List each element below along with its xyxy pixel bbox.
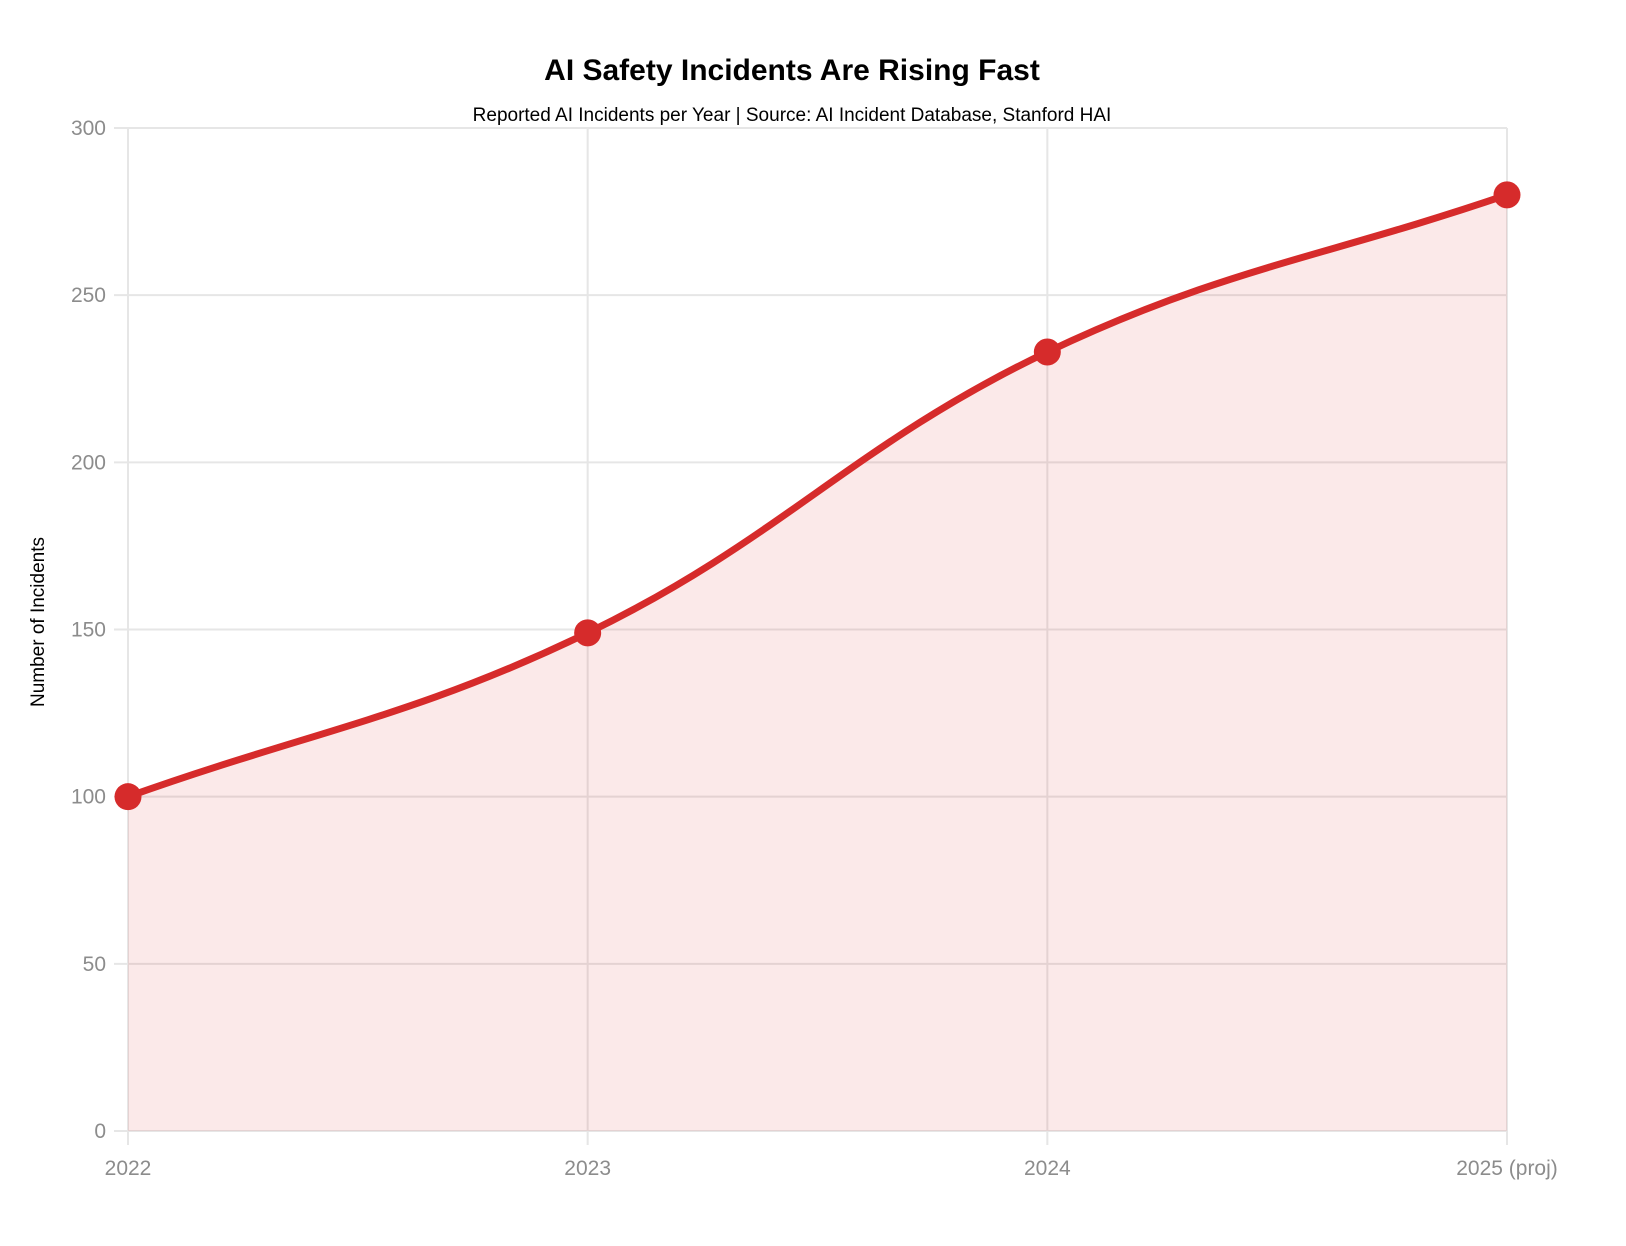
chart-title: AI Safety Incidents Are Rising Fast: [544, 54, 1040, 87]
x-tick-label: 2025 (proj): [1456, 1157, 1558, 1180]
y-tick-label: 0: [94, 1120, 106, 1143]
data-point: [1033, 338, 1061, 366]
x-tick-label: 2022: [105, 1157, 152, 1180]
y-tick-label: 300: [71, 117, 106, 140]
y-tick-label: 150: [71, 619, 106, 642]
x-tick-label: 2023: [564, 1157, 611, 1180]
series-area-fill: [128, 194, 1507, 1131]
data-point: [574, 619, 602, 647]
y-axis-title: Number of Incidents: [28, 537, 49, 707]
chart-subtitle: Reported AI Incidents per Year | Source:…: [473, 105, 1112, 126]
series-line: [124, 191, 1511, 801]
y-tick-label: 200: [71, 451, 106, 474]
x-tick-label: 2024: [1024, 1157, 1071, 1180]
data-point: [1493, 181, 1521, 209]
y-tick-label: 100: [71, 786, 106, 809]
y-tick-label: 50: [83, 953, 106, 976]
y-tick-label: 250: [71, 284, 106, 307]
data-point: [114, 783, 142, 811]
